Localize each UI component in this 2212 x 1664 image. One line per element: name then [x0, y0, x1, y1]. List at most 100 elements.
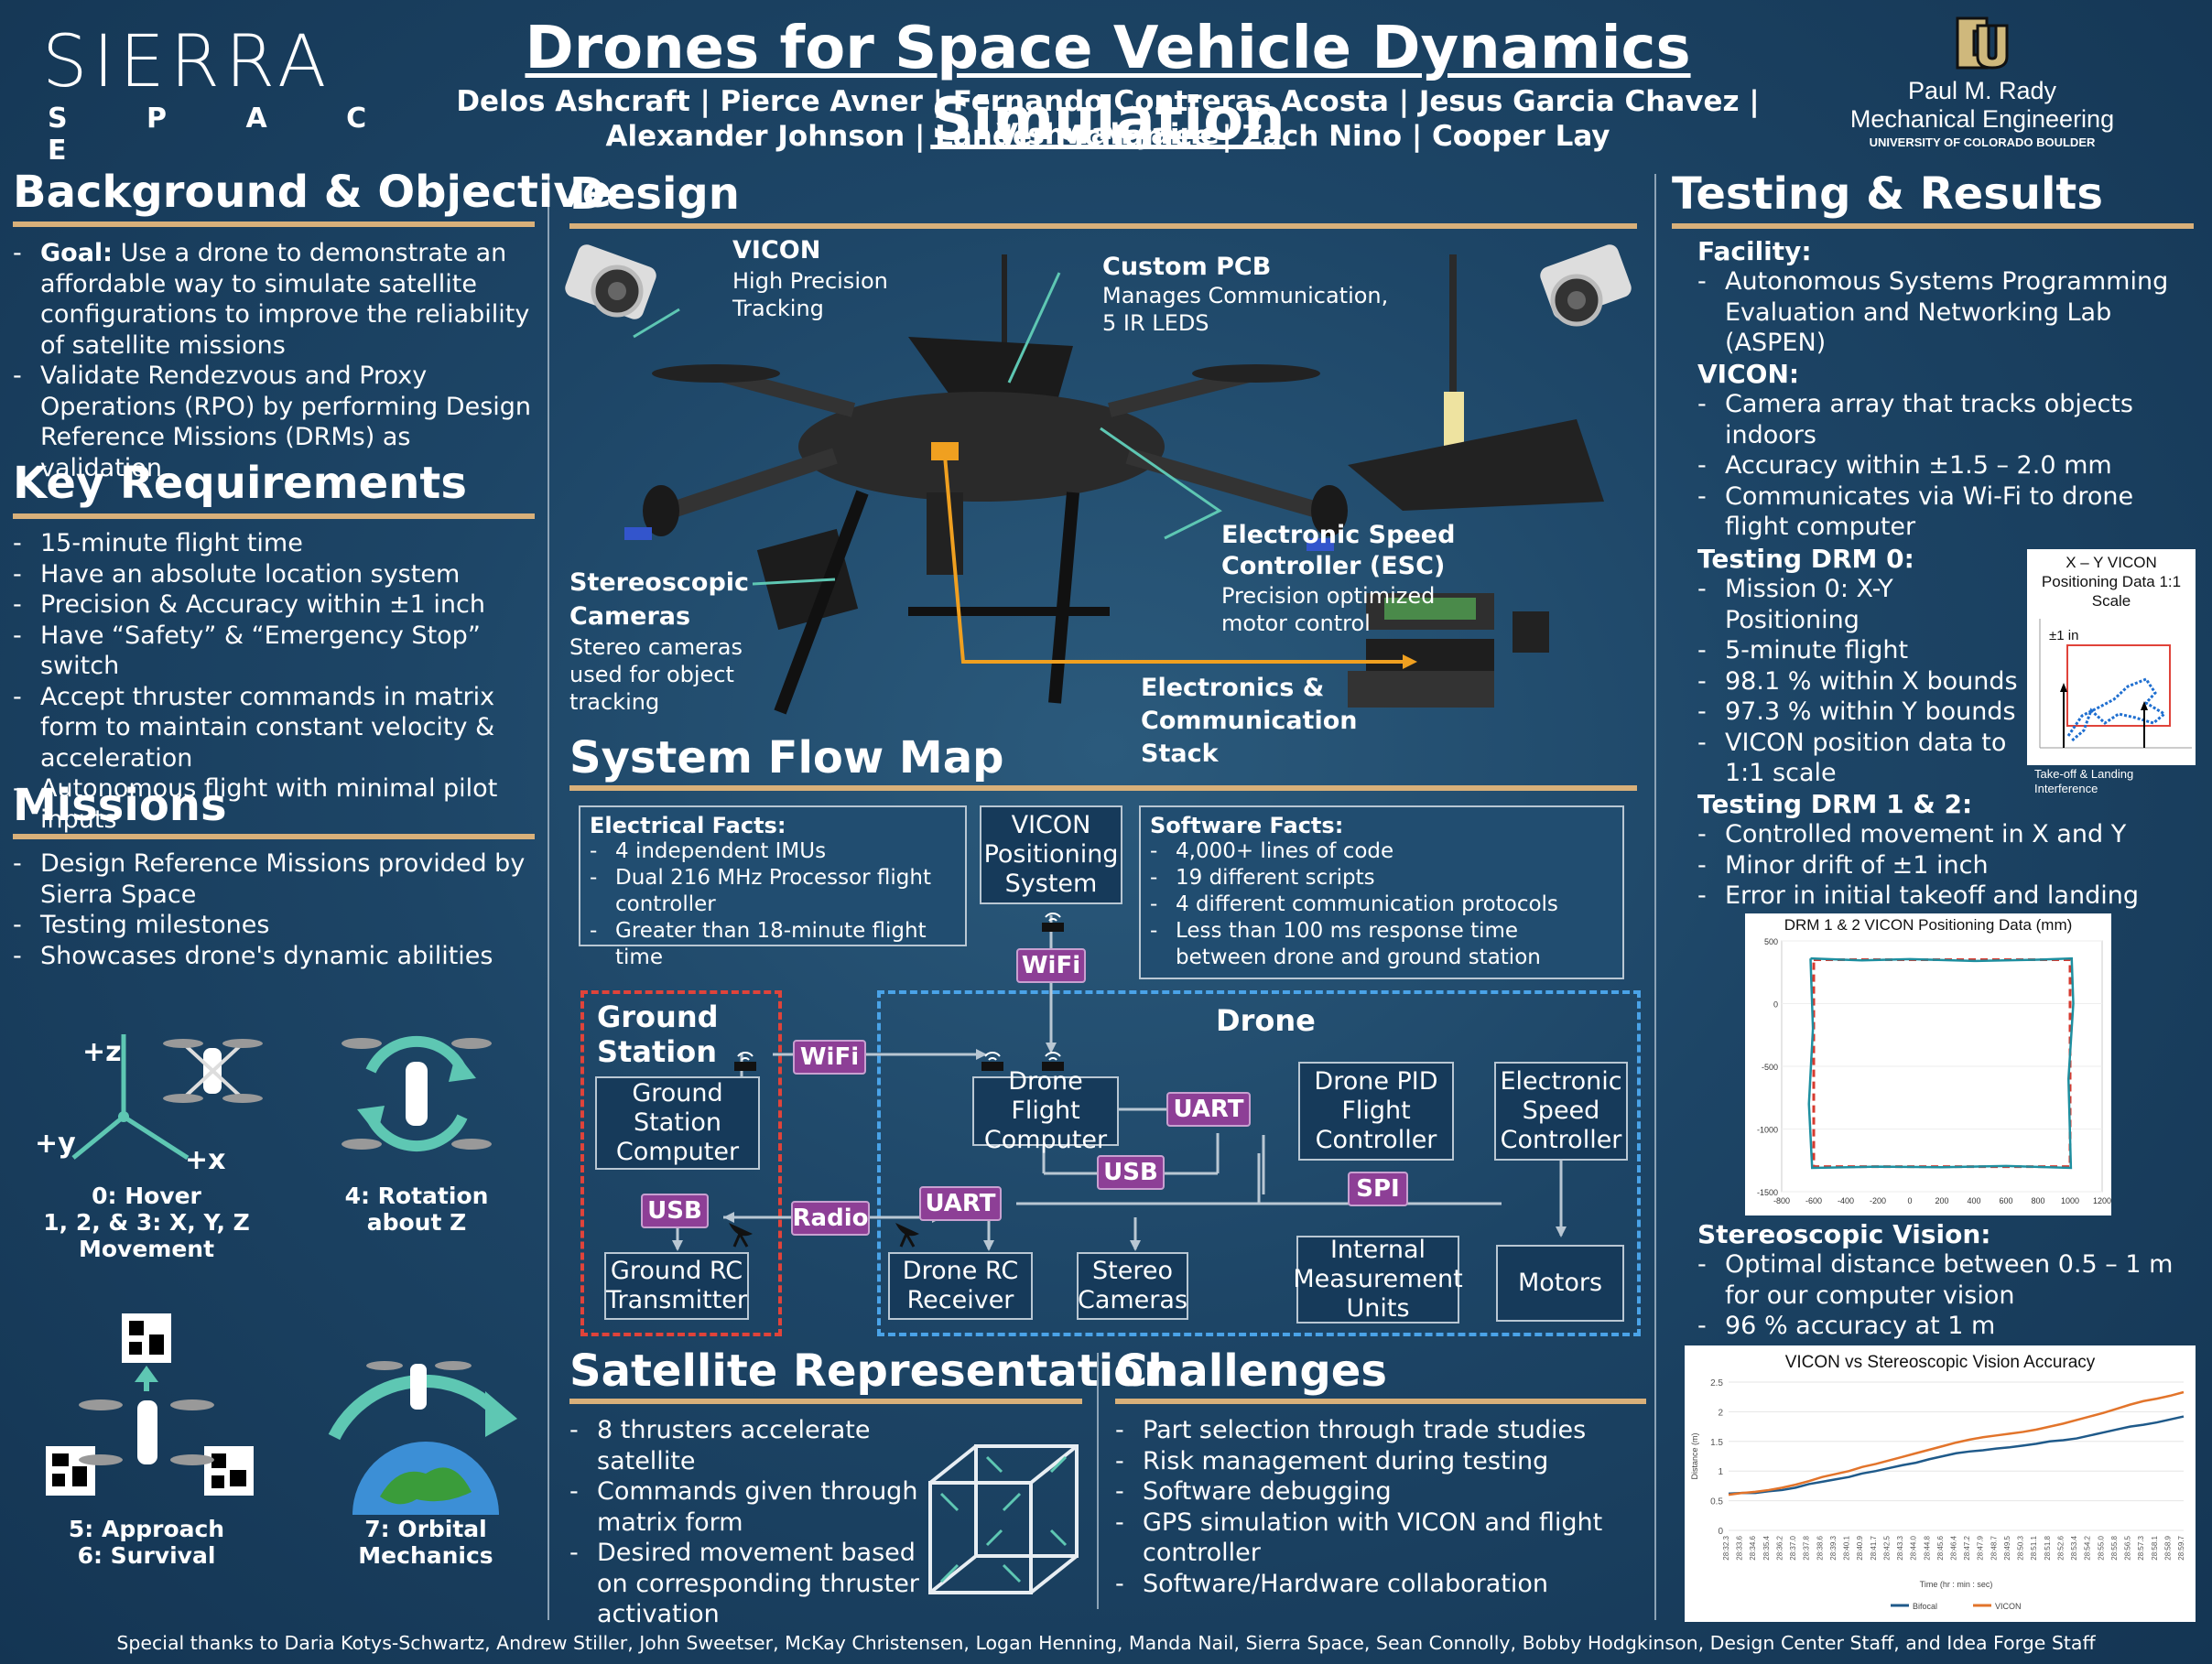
center-split-divider	[1097, 1353, 1099, 1609]
drm0-item: 5-minute flight	[1697, 635, 2023, 666]
column-divider-left	[548, 174, 549, 1620]
esc-box: Electronic Speed Controller	[1494, 1062, 1628, 1161]
stereo-vision-label: Stereoscopic Vision:	[1697, 1219, 1991, 1249]
satellite-rule	[569, 1399, 1082, 1404]
challenge-item: Part selection through trade studies	[1115, 1415, 1646, 1446]
axis-z-label: +z	[82, 1036, 122, 1068]
vicon-camera-icon	[565, 244, 656, 319]
stereo-title: Stereoscopic Cameras	[569, 568, 750, 631]
drm0-item: Mission 0: X-Y Positioning	[1697, 574, 2023, 635]
missions-rule	[13, 834, 535, 839]
x-tick-label: 28:54.2	[2084, 1535, 2092, 1560]
mission-0-caption: 0: Hover 1, 2, & 3: X, Y, Z Movement	[9, 1183, 284, 1262]
x-tick-label: 28:35.4	[1762, 1535, 1771, 1560]
x-tick-label: 28:53.4	[2070, 1535, 2078, 1560]
facility-label: Facility:	[1697, 236, 1812, 266]
x-tick-label: 28:57.3	[2137, 1535, 2145, 1560]
mission-0-line-2: 1, 2, & 3: X, Y, Z Movement	[43, 1209, 250, 1262]
requirements-list: 15-minute flight time Have an absolute l…	[13, 528, 544, 835]
x-tick-label: 1200	[2093, 1196, 2111, 1205]
x-tick-label: 28:48.7	[1990, 1535, 1998, 1560]
vicon-list: Camera array that tracks objects indoors…	[1697, 389, 2192, 543]
design-rule	[569, 223, 1637, 229]
ground-station-region	[580, 990, 782, 1336]
vicon-positioning-box: VICON Positioning System	[980, 805, 1122, 904]
xy-plot-title: X – Y VICON Positioning Data 1:1 Scale	[2041, 554, 2182, 610]
sierra-space-logo: SIERRA S P A C E	[42, 26, 427, 167]
x-tick-label: 28:36.2	[1775, 1535, 1784, 1560]
x-tick-label: 28:41.7	[1870, 1535, 1878, 1560]
mission-7-line-1: 7: Orbital	[364, 1516, 487, 1542]
x-tick-label: 28:52.6	[2056, 1535, 2065, 1560]
x-tick-label: 600	[1999, 1196, 2012, 1205]
x-tick-label: 28:55.8	[2110, 1535, 2119, 1560]
mission-item: Design Reference Missions provided by Si…	[13, 848, 535, 910]
xy-plot-note: Take-off & Landing Interference	[2034, 767, 2134, 795]
ground-station-title: Ground Station	[597, 999, 719, 1069]
rotation-diagram	[342, 1035, 492, 1152]
approach-diagram	[46, 1313, 254, 1496]
satellite-title: Satellite Representation	[569, 1345, 1176, 1397]
thruster-cube-diagram	[928, 1444, 1079, 1594]
drone-pid-box: Drone PID Flight Controller	[1298, 1062, 1454, 1161]
ground-station-computer-box: Ground Station Computer	[595, 1076, 760, 1170]
x-tick-label: -200	[1870, 1196, 1886, 1205]
uart-tag: UART	[1166, 1092, 1251, 1127]
xy-plot-area	[2039, 619, 2192, 749]
y-tick-label: 1	[1718, 1467, 1723, 1477]
req-item: Have an absolute location system	[13, 559, 544, 590]
x-tick-label: 28:59.7	[2177, 1535, 2185, 1560]
challenges-title: Challenges	[1115, 1345, 1387, 1397]
drone-region	[877, 990, 1641, 1336]
stereo-vision-list: Optimal distance between 0.5 – 1 m for o…	[1697, 1249, 2192, 1342]
antenna-icon	[734, 1052, 756, 1071]
antenna-icon	[1042, 1052, 1064, 1071]
facility-list: Autonomous Systems Programming Evaluatio…	[1697, 266, 2192, 359]
usb-tag: USB	[1097, 1155, 1165, 1190]
x-tick-label: 28:37.8	[1803, 1535, 1811, 1560]
drm0-item: 98.1 % within X bounds	[1697, 666, 2023, 697]
requirements-title: Key Requirements	[13, 458, 467, 509]
drm12-chart: DRM 1 & 2 VICON Positioning Data (mm) 50…	[1745, 913, 2111, 1216]
drm0-item: VICON position data to 1:1 scale	[1697, 728, 2023, 789]
mission-4-line-2: about Z	[366, 1209, 467, 1236]
esc-title: Electronic Speed Controller (ESC)	[1221, 521, 1456, 580]
drm12-item: Error in initial takeoff and landing	[1697, 881, 2192, 912]
hover-diagram	[71, 1034, 263, 1161]
column-divider-right	[1654, 174, 1656, 1620]
x-tick-label: -600	[1805, 1196, 1822, 1205]
flow-rule	[569, 785, 1637, 791]
software-fact: Less than 100 ms response time between d…	[1150, 918, 1613, 971]
authors-line-1: Delos Ashcraft | Pierce Avner | Fernando…	[456, 85, 1760, 151]
satellite-list: 8 thrusters accelerate satellite Command…	[569, 1415, 927, 1630]
drone-top-icon	[163, 1039, 263, 1103]
x-tick-label: 28:42.5	[1882, 1535, 1891, 1560]
mission-5-line-2: 6: Survival	[77, 1542, 216, 1569]
drone-rc-receiver-box: Drone RC Receiver	[888, 1252, 1033, 1320]
challenge-item: Software debugging	[1115, 1476, 1646, 1507]
x-tick-label: 400	[1967, 1196, 1980, 1205]
testing-rule	[1672, 223, 2194, 229]
vicon-camera-icon	[1540, 244, 1632, 327]
wifi-tag: WiFi	[1016, 948, 1086, 983]
goal-text: Use a drone to demonstrate an affordable…	[40, 239, 530, 360]
x-tick-label: -400	[1838, 1196, 1854, 1205]
stereo-vision-item: 96 % accuracy at 1 m	[1697, 1311, 2192, 1342]
x-tick-label: 28:44.0	[1910, 1535, 1918, 1560]
x-tick-label: 28:37.0	[1789, 1535, 1797, 1560]
x-tick-label: 28:43.3	[1896, 1535, 1904, 1560]
usb-tag: USB	[641, 1194, 709, 1228]
x-tick-label: 28:46.4	[1950, 1535, 1958, 1560]
x-tick-label: -800	[1773, 1196, 1790, 1205]
vicon-label: VICON:	[1697, 359, 1800, 389]
x-tick-label: 28:34.6	[1749, 1535, 1757, 1560]
missions-list: Design Reference Missions provided by Si…	[13, 848, 535, 971]
software-fact: 19 different scripts	[1150, 865, 1613, 891]
cu-line-2: Mechanical Engineering	[1849, 105, 2115, 133]
challenge-item: GPS simulation with VICON and flight con…	[1115, 1507, 1646, 1569]
drone-flight-computer-box: Drone Flight Computer	[972, 1067, 1119, 1154]
orbital-diagram	[328, 1361, 517, 1515]
mission-5-line-1: 5: Approach	[68, 1516, 225, 1542]
software-facts: Software Facts: 4,000+ lines of code 19 …	[1139, 805, 1624, 979]
x-tick-label: 28:56.5	[2124, 1535, 2132, 1560]
